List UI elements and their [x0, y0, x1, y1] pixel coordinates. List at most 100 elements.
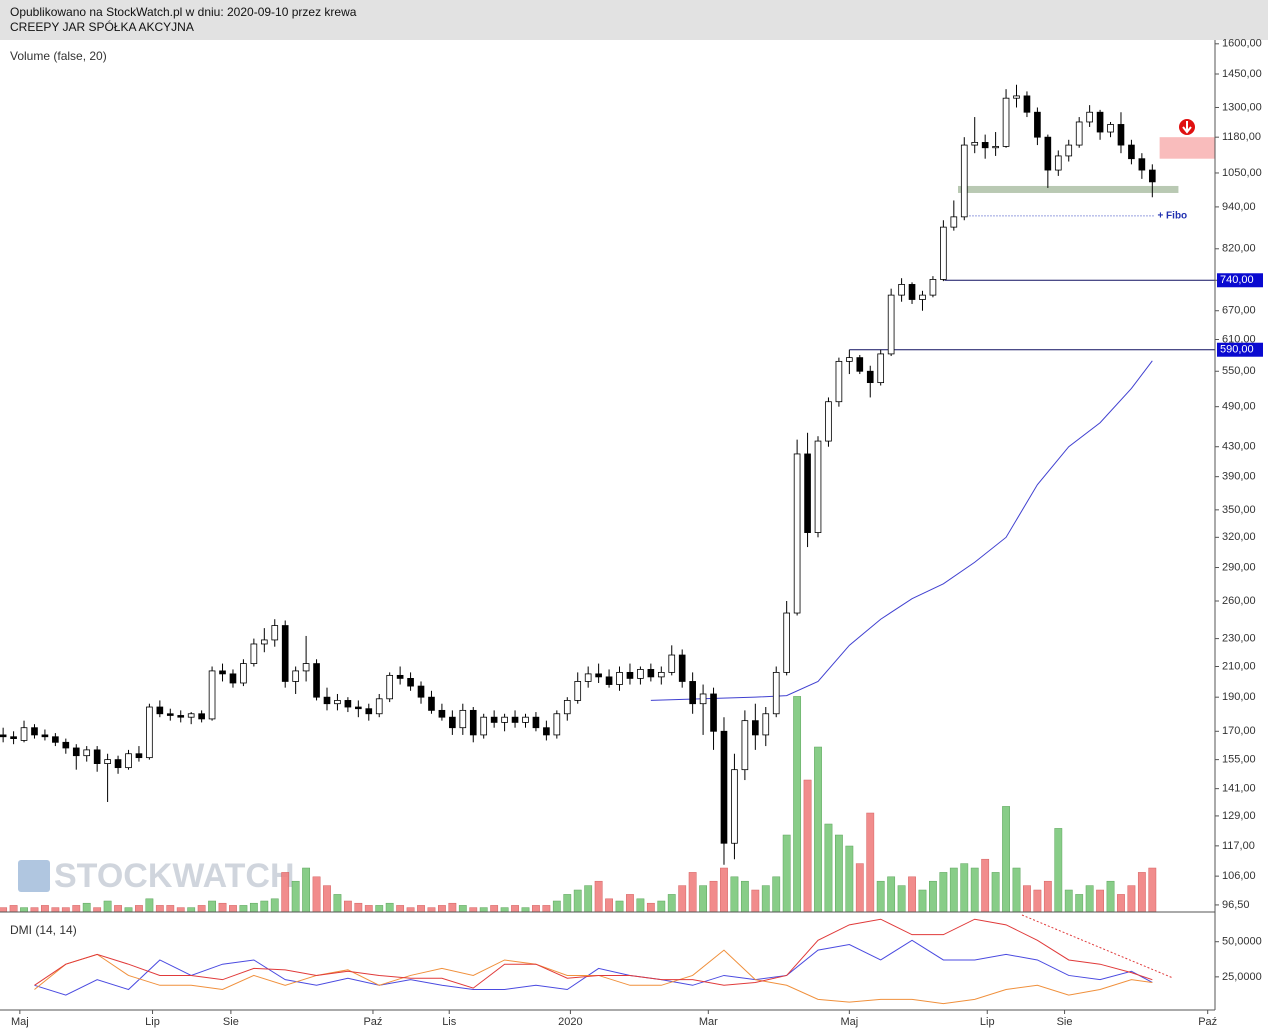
volume-bar	[82, 902, 91, 913]
volume-bar	[584, 885, 593, 913]
volume-bar	[1043, 880, 1052, 913]
volume-bar	[814, 746, 822, 913]
candle-body	[72, 747, 80, 757]
candle-body	[783, 612, 790, 673]
volume-bar	[897, 885, 906, 913]
volume-bar	[197, 905, 206, 913]
y-tick-label: 230,00	[1222, 633, 1256, 645]
y-tick-label: 96,50	[1222, 899, 1250, 911]
volume-bar	[0, 907, 8, 913]
volume-bar	[981, 858, 990, 913]
watermark-icon	[18, 860, 50, 892]
volume-bar	[448, 902, 457, 913]
volume-bar	[615, 900, 624, 913]
candle-body	[1054, 155, 1062, 171]
volume-bar	[469, 907, 478, 913]
candle-body	[198, 713, 205, 720]
candle-body	[313, 663, 320, 698]
header-company: CREEPY JAR SPÓŁKA AKCYJNA	[10, 19, 194, 34]
candle-body	[908, 284, 916, 300]
volume-bar	[229, 905, 237, 913]
level-badge	[1217, 342, 1263, 357]
candle-body	[804, 453, 811, 533]
volume-bar	[124, 907, 133, 913]
x-tick-label: Sie	[1057, 1016, 1073, 1028]
volume-bar	[385, 902, 394, 913]
candle-body	[365, 708, 373, 715]
signal-arrow	[1182, 121, 1192, 134]
volume-bar	[323, 885, 331, 913]
volume-bar	[688, 872, 697, 913]
volume-bar	[312, 876, 321, 913]
volume-bar	[678, 885, 687, 913]
y-tick-label: 1450,00	[1222, 68, 1262, 80]
dmi-line	[34, 939, 1153, 996]
volume-bar	[155, 905, 164, 913]
y-tick-label: 190,00	[1222, 691, 1256, 703]
candle-body	[887, 294, 895, 355]
volume-bar	[667, 894, 676, 913]
candle-body	[522, 716, 529, 723]
volume-bar	[511, 905, 519, 913]
candle-body	[1034, 111, 1041, 138]
volume-bar	[260, 900, 269, 913]
candle-body	[846, 357, 853, 362]
x-tick-label: Sie	[223, 1016, 239, 1028]
volume-bar	[876, 880, 885, 913]
volume-bar	[333, 894, 342, 913]
y-tick-label: 390,00	[1222, 471, 1256, 483]
candle-body	[135, 753, 143, 759]
candle-body	[814, 440, 822, 533]
volume-bar	[1023, 885, 1031, 913]
y-tick-label: 25,0000	[1222, 971, 1262, 983]
candle-body	[741, 720, 749, 771]
volume-bar	[51, 907, 60, 913]
candle-body	[302, 663, 310, 672]
volume-bar	[1096, 889, 1104, 913]
candle-body	[428, 696, 435, 711]
volume-bar	[834, 834, 843, 913]
volume-bar	[709, 880, 718, 913]
volume-bar	[730, 876, 739, 913]
candle-body	[480, 716, 488, 736]
volume-bar	[908, 876, 916, 913]
y-tick-label: 170,00	[1222, 725, 1256, 737]
volume-bar	[249, 902, 258, 913]
candle-body	[0, 734, 7, 738]
candle-body	[449, 716, 456, 729]
candle-body	[563, 700, 571, 715]
y-tick-label: 610,00	[1222, 333, 1256, 345]
trend-line	[1021, 914, 1174, 979]
support-zone	[958, 185, 1179, 193]
candle-body	[459, 709, 467, 729]
volume-bar	[960, 863, 969, 913]
volume-bar	[887, 876, 896, 913]
candle-body	[981, 142, 989, 149]
volume-bar	[145, 898, 154, 913]
volume-bar	[1106, 880, 1115, 913]
y-tick-label: 1600,00	[1222, 38, 1262, 50]
volume-bar	[417, 905, 425, 913]
candle-body	[1138, 158, 1146, 171]
fibo-label: + Fibo	[1157, 210, 1187, 221]
volume-bar	[699, 885, 707, 913]
candle-body	[1128, 144, 1135, 160]
x-tick-label: Paź	[363, 1016, 382, 1028]
volume-bar	[605, 898, 613, 913]
volume-bar	[20, 907, 28, 913]
candle-body	[919, 294, 926, 300]
candle-body	[553, 713, 561, 736]
volume-bar	[9, 905, 18, 913]
candle-body	[752, 720, 759, 736]
candle-body	[334, 700, 341, 705]
volume-bar	[1012, 867, 1021, 913]
volume-bar	[772, 876, 781, 913]
y-tick-label: 350,00	[1222, 504, 1256, 516]
candle-body	[1023, 95, 1031, 113]
volume-bar	[521, 907, 530, 913]
candle-body	[637, 669, 644, 679]
volume-bar	[793, 696, 802, 913]
volume-bar	[176, 907, 185, 913]
candle-body	[772, 671, 780, 715]
